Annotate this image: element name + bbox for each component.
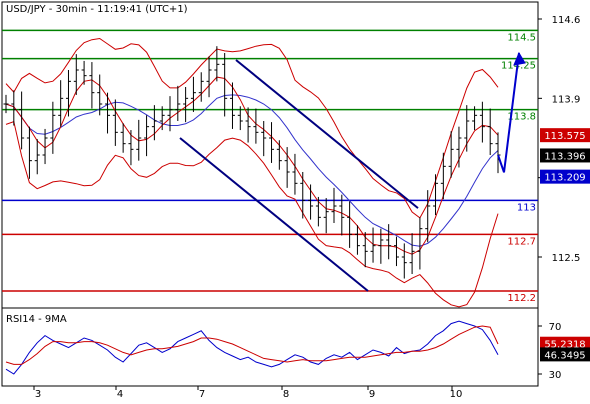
level-label-0: 114.5 (507, 32, 536, 43)
trend-channel-upper-line (235, 59, 419, 209)
price-annotations (179, 51, 526, 292)
rsi-series-line-1 (5, 325, 499, 365)
rsi-panel-title: RSI14 - 9MA (6, 314, 67, 325)
fast-ma-line (5, 76, 499, 255)
price-axis: 114.6113.9113.2112.5113.575113.396113.20… (538, 15, 590, 264)
price-tag-label-2: 113.209 (544, 173, 585, 184)
rsi-series-line-0 (5, 320, 499, 375)
upper-band-line (5, 37, 499, 219)
price-tick-label-3: 112.5 (552, 253, 581, 264)
horizontal-levels: 114.5 114.25 113.8 113 112.7 112.2 (2, 29, 538, 304)
level-label-1: 114.25 (501, 61, 536, 72)
price-tag-label-0: 113.575 (544, 131, 585, 142)
x-tick-label-1: 4 (117, 389, 123, 400)
level-label-2: 113.8 (507, 112, 536, 123)
price-tag-box-2 (540, 169, 590, 184)
price-tick-label-0: 114.6 (552, 15, 581, 26)
price-chart-title: USD/JPY - 30min - 11:19:41 (UTC+1) (6, 4, 188, 15)
rsi-value-box-1 (540, 347, 590, 362)
x-tick-label-0: 3 (35, 389, 41, 400)
trend-channel-lower-line (179, 137, 369, 292)
rsi-tick-label-1: 30 (549, 370, 562, 381)
rsi-lines (5, 320, 499, 375)
projection-arrow-head (513, 51, 526, 66)
level-label-5: 112.2 (507, 293, 536, 304)
projection-arrow-line (497, 52, 520, 173)
price-overlays (5, 37, 499, 308)
rsi-tick-label-0: 70 (549, 322, 562, 333)
slow-ma-line (5, 94, 499, 247)
price-tick-label-1: 113.9 (552, 94, 581, 105)
x-tick-label-4: 9 (369, 389, 375, 400)
price-tag-box-1 (540, 148, 590, 163)
rsi-value-box-0 (540, 336, 590, 351)
price-tag-box-0 (540, 128, 590, 143)
x-tick-label-5: 10 (450, 389, 463, 400)
x-tick-label-3: 8 (283, 389, 289, 400)
price-candles (3, 46, 501, 279)
level-label-4: 112.7 (507, 236, 536, 247)
rsi-value-label-1: 46.3495 (544, 350, 585, 361)
lower-band-line (5, 120, 499, 308)
level-label-3: 113 (517, 202, 536, 213)
price-panel: USD/JPY - 30min - 11:19:41 (UTC+1) 114.5… (1, 1, 590, 309)
x-axis: 3 4 7 8 9 10 (33, 386, 463, 400)
rsi-panel-frame (1, 307, 539, 387)
price-tag-label-1: 113.396 (544, 151, 585, 162)
x-tick-label-2: 7 (199, 389, 205, 400)
rsi-value-label-0: 55.2318 (544, 340, 585, 351)
